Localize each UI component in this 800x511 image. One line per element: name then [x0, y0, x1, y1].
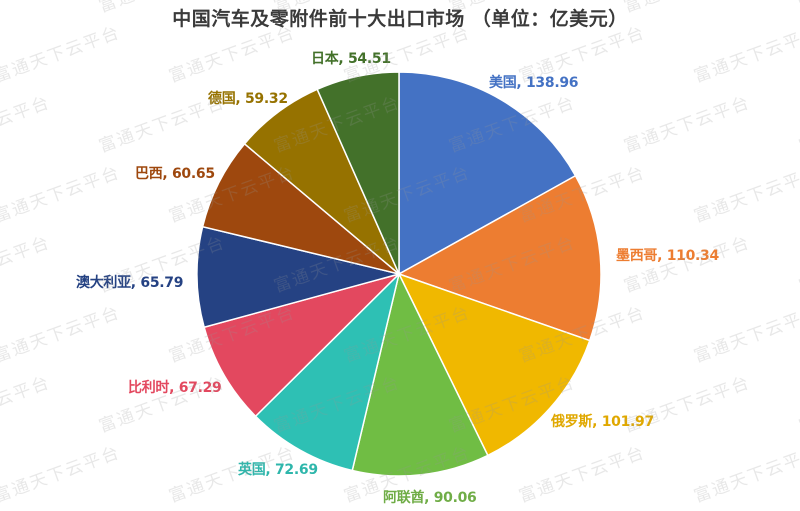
data-label-uk: 英国, 72.69	[238, 462, 318, 478]
data-label-russia: 俄罗斯, 101.97	[551, 414, 654, 430]
pie-slice-3	[351, 271, 489, 477]
pie-slice-9	[316, 71, 400, 275]
data-label-brazil: 巴西, 60.65	[135, 166, 215, 182]
pie-slice-6	[196, 225, 400, 329]
data-label-usa: 美国, 138.96	[489, 75, 579, 91]
chart-title: 中国汽车及零附件前十大出口市场 （单位：亿美元）	[172, 8, 628, 30]
pie-slice-2	[397, 272, 591, 457]
data-label-belgium: 比利时, 67.29	[128, 380, 222, 396]
pie-slice-4	[254, 271, 401, 472]
pie-slice-5	[203, 272, 402, 418]
data-label-australia: 澳大利亚, 65.79	[76, 275, 184, 291]
pie-slices	[196, 71, 602, 477]
data-label-germany: 德国, 59.32	[208, 91, 288, 107]
data-label-mexico: 墨西哥, 110.34	[616, 248, 719, 264]
data-label-uae: 阿联酋, 90.06	[383, 490, 477, 506]
pie-slice-0	[398, 71, 577, 276]
pie-slice-1	[397, 174, 602, 342]
data-label-japan: 日本, 54.51	[311, 51, 391, 67]
